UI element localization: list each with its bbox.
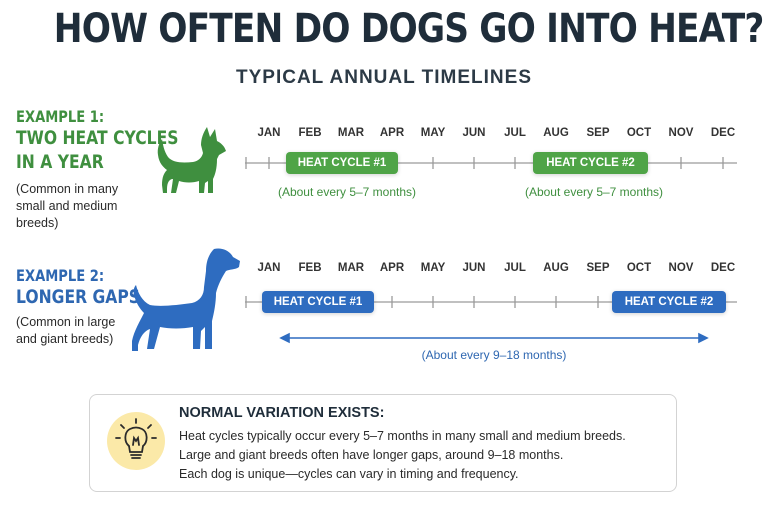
example1-note-line3: breeds) [16, 216, 59, 230]
month-label: SEP [586, 262, 610, 274]
page-title: HOW OFTEN DO DOGS GO INTO HEAT? [53, 6, 765, 52]
example1-title-line2: IN A YEAR [16, 151, 104, 173]
lightbulb-icon [115, 418, 157, 459]
month-label: NOV [668, 262, 694, 274]
example2-heat-cycle-2: HEAT CYCLE #2 [612, 291, 726, 313]
month-label: MAY [420, 127, 446, 139]
note-line-3: Each dog is unique—cycles can vary in ti… [179, 467, 519, 481]
month-label: OCT [626, 127, 652, 139]
note-box: NORMAL VARIATION EXISTS: Heat cycles typ… [89, 394, 677, 492]
lightbulb-badge [107, 412, 165, 470]
month-label: AUG [543, 262, 569, 274]
month-label: JUN [462, 262, 486, 274]
example1-heat-cycle-2: HEAT CYCLE #2 [533, 152, 648, 174]
example1-note-line2: small and medium [16, 199, 118, 213]
note-heading: NORMAL VARIATION EXISTS: [179, 405, 385, 421]
month-label: JAN [257, 262, 281, 274]
month-label: MAR [337, 262, 365, 274]
month-label: FEB [298, 127, 322, 139]
example1-heading: EXAMPLE 1: TWO HEAT CYCLES IN A YEAR [16, 107, 178, 174]
example1-heat-cycle-1: HEAT CYCLE #1 [286, 152, 398, 174]
month-label: DEC [710, 127, 736, 139]
month-label: JAN [257, 127, 281, 139]
month-label: APR [379, 127, 405, 139]
example1-interval-2: (About every 5–7 months) [524, 185, 664, 199]
month-label: AUG [543, 127, 569, 139]
example2-heat-cycle-1: HEAT CYCLE #1 [262, 291, 374, 313]
month-label: JUL [504, 127, 526, 139]
example2-label: EXAMPLE 2: [16, 266, 105, 285]
example2-heading: EXAMPLE 2: LONGER GAPS [16, 266, 140, 309]
month-label: DEC [710, 262, 736, 274]
month-label: MAR [337, 127, 365, 139]
month-label: APR [379, 262, 405, 274]
small-dog-icon [157, 127, 226, 193]
example1-note: (Common in many small and medium breeds) [16, 181, 118, 232]
example2-note: (Common in large and giant breeds) [16, 314, 115, 348]
month-label: SEP [586, 127, 610, 139]
month-label: MAY [420, 262, 446, 274]
example2-note-line1: (Common in large [16, 315, 116, 329]
example1-note-line1: (Common in many [16, 182, 119, 196]
example2-interval: (About every 9–18 months) [421, 348, 567, 362]
month-label: JUN [462, 127, 486, 139]
example2-title: LONGER GAPS [16, 286, 140, 308]
month-label: NOV [668, 127, 694, 139]
note-line-2: Large and giant breeds often have longer… [179, 448, 564, 462]
example1-title-line1: TWO HEAT CYCLES [16, 127, 179, 149]
note-line-1: Heat cycles typically occur every 5–7 mo… [179, 429, 626, 443]
example2-note-line2: and giant breeds) [16, 332, 114, 346]
month-label: JUL [504, 262, 526, 274]
example1-interval-1: (About every 5–7 months) [277, 185, 417, 199]
page-subtitle: TYPICAL ANNUAL TIMELINES [236, 67, 532, 88]
large-dog-icon [132, 248, 240, 351]
month-label: OCT [626, 262, 652, 274]
example1-label: EXAMPLE 1: [16, 107, 105, 126]
month-label: FEB [298, 262, 322, 274]
